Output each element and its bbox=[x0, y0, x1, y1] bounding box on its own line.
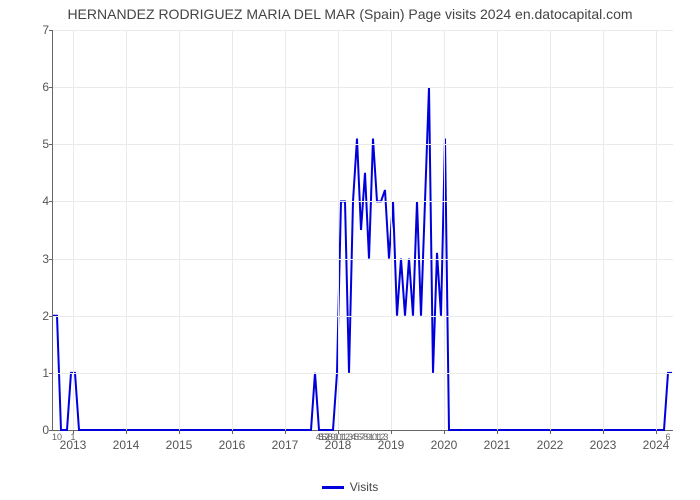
gridline-v bbox=[603, 30, 604, 430]
ytick-label: 6 bbox=[25, 80, 49, 94]
xtick-minor: 1 bbox=[70, 432, 75, 442]
xtick-mark bbox=[444, 430, 445, 434]
gridline-v bbox=[285, 30, 286, 430]
gridline-h bbox=[53, 30, 673, 31]
xtick-year: 2023 bbox=[590, 438, 617, 452]
xtick-mark bbox=[497, 430, 498, 434]
gridline-h bbox=[53, 144, 673, 145]
gridline-h bbox=[53, 259, 673, 260]
xtick-year: 2020 bbox=[431, 438, 458, 452]
ytick-label: 5 bbox=[25, 137, 49, 151]
xtick-year: 2022 bbox=[537, 438, 564, 452]
xtick-minor: 456789101123456789101123 bbox=[316, 432, 387, 442]
xtick-minor: 10 bbox=[52, 432, 62, 442]
gridline-v bbox=[179, 30, 180, 430]
gridline-v bbox=[391, 30, 392, 430]
gridline-h bbox=[53, 87, 673, 88]
legend-swatch bbox=[322, 486, 344, 489]
ytick-label: 0 bbox=[25, 423, 49, 437]
xtick-year: 2015 bbox=[166, 438, 193, 452]
gridline-v bbox=[550, 30, 551, 430]
legend-label: Visits bbox=[350, 480, 378, 494]
gridline-v bbox=[444, 30, 445, 430]
xtick-mark bbox=[285, 430, 286, 434]
xtick-mark bbox=[179, 430, 180, 434]
xtick-mark bbox=[232, 430, 233, 434]
chart-title: HERNANDEZ RODRIGUEZ MARIA DEL MAR (Spain… bbox=[0, 6, 700, 22]
gridline-v bbox=[126, 30, 127, 430]
ytick-label: 2 bbox=[25, 309, 49, 323]
xtick-minor: 6 bbox=[665, 432, 670, 442]
chart-container: HERNANDEZ RODRIGUEZ MARIA DEL MAR (Spain… bbox=[0, 0, 700, 500]
line-series bbox=[53, 30, 673, 430]
xtick-mark bbox=[391, 430, 392, 434]
xtick-mark bbox=[126, 430, 127, 434]
plot-area: 0123456720132014201520162017201820192020… bbox=[52, 30, 673, 431]
gridline-h bbox=[53, 201, 673, 202]
gridline-v bbox=[73, 30, 74, 430]
ytick-mark bbox=[49, 430, 53, 431]
xtick-year: 2021 bbox=[484, 438, 511, 452]
gridline-v bbox=[338, 30, 339, 430]
ytick-label: 3 bbox=[25, 252, 49, 266]
xtick-mark bbox=[603, 430, 604, 434]
xtick-mark bbox=[656, 430, 657, 434]
xtick-year: 2016 bbox=[219, 438, 246, 452]
gridline-h bbox=[53, 373, 673, 374]
ytick-label: 4 bbox=[25, 194, 49, 208]
xtick-year: 2014 bbox=[113, 438, 140, 452]
ytick-label: 1 bbox=[25, 366, 49, 380]
xtick-mark bbox=[550, 430, 551, 434]
gridline-v bbox=[656, 30, 657, 430]
legend: Visits bbox=[0, 480, 700, 494]
gridline-h bbox=[53, 316, 673, 317]
gridline-v bbox=[232, 30, 233, 430]
gridline-v bbox=[497, 30, 498, 430]
ytick-label: 7 bbox=[25, 23, 49, 37]
xtick-year: 2017 bbox=[272, 438, 299, 452]
